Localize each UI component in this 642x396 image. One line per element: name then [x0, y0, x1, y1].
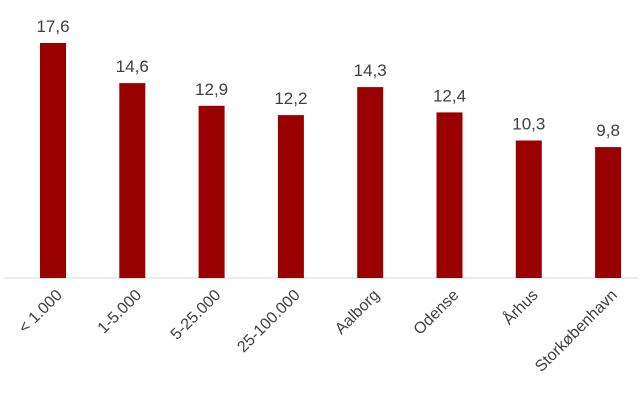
x-tick-label-2: 5-25.000 — [168, 287, 225, 344]
x-tick-label-1: 1-5.000 — [95, 287, 145, 337]
bar-2 — [198, 105, 225, 278]
data-label-1: 14,6 — [116, 57, 149, 76]
x-tick-label-0: < 1.000 — [16, 287, 66, 337]
bar-6 — [515, 140, 542, 278]
bar-0 — [40, 43, 66, 278]
data-label-3: 12,2 — [274, 89, 307, 108]
data-label-0: 17,6 — [36, 17, 69, 36]
bar-3 — [277, 115, 304, 278]
x-tick-label-6: Århus — [499, 285, 542, 328]
data-label-7: 9,8 — [596, 121, 620, 140]
bar-5 — [436, 112, 463, 279]
data-label-4: 14,3 — [354, 61, 387, 80]
bar-4 — [357, 87, 384, 278]
x-tick-label-5: Odense — [411, 287, 463, 339]
x-tick-label-7: Storkøbenhavn — [532, 287, 621, 376]
data-label-6: 10,3 — [512, 115, 545, 134]
bar-7 — [595, 147, 622, 278]
bars-group — [40, 43, 622, 279]
data-labels-group: 17,6 14,6 12,9 12,2 14,3 12,4 10,3 9,8 — [36, 17, 619, 140]
data-label-5: 12,4 — [433, 86, 466, 105]
x-tick-labels-group: < 1.000 1-5.000 5-25.000 25-100.000 Aalborg O… — [16, 285, 621, 375]
data-label-2: 12,9 — [195, 80, 228, 99]
bar-1 — [119, 83, 146, 278]
x-tick-label-4: Aalborg — [332, 287, 383, 338]
x-tick-label-3: 25-100.000 — [234, 287, 303, 356]
